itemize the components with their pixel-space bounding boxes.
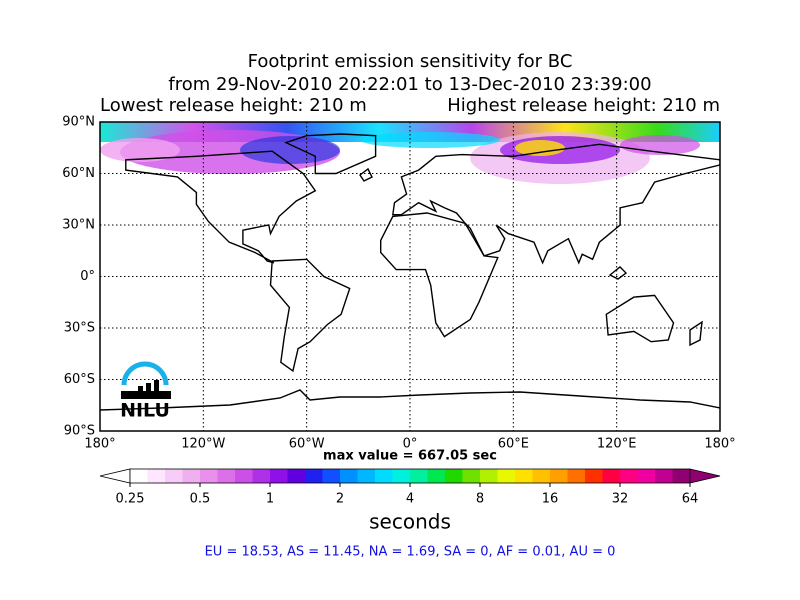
map-frame	[99, 121, 721, 432]
lon-tick-label: 120°W	[181, 437, 225, 452]
colorbar-extend-high	[689, 468, 721, 484]
logo-text: NILU	[120, 400, 170, 422]
colorbar-tick-label: 2	[336, 492, 344, 507]
colorbar-tick-label: 8	[476, 492, 484, 507]
colorbar-swatch	[672, 469, 691, 483]
colorbar-swatch	[357, 469, 376, 483]
colorbar-swatch	[427, 469, 446, 483]
colorbar-swatch	[567, 469, 586, 483]
colorbar-tick-label: 64	[682, 492, 699, 507]
colorbar-swatch	[445, 469, 463, 483]
highest-height: Highest release height: 210 m	[447, 95, 720, 116]
subtitle: from 29-Nov-2010 20:22:01 to 13-Dec-2010…	[168, 74, 651, 95]
colorbar-swatch	[235, 469, 253, 483]
colorbar-swatch	[200, 469, 218, 483]
colorbar-tick-label: 1	[266, 492, 274, 507]
colorbar-swatch	[270, 469, 288, 483]
lat-tick-label: 30°S	[64, 321, 95, 336]
colorbar-swatch	[130, 469, 148, 483]
colorbar-swatch	[322, 469, 341, 483]
lon-tick-label: 180°	[84, 437, 115, 452]
lon-tick-label: 180°	[704, 437, 735, 452]
colorbar-swatch	[340, 469, 358, 483]
colorbar-swatch	[532, 469, 551, 483]
logo: NILU	[120, 361, 171, 422]
colorbar-swatch	[637, 469, 656, 483]
lon-tick-label: 0°	[403, 437, 418, 452]
colorbar-tick-label: 32	[612, 492, 629, 507]
lat-tick-label: 90°S	[64, 424, 95, 439]
lowest-height: Lowest release height: 210 m	[100, 95, 367, 116]
colorbar-swatch	[392, 469, 411, 483]
colorbar-swatch	[602, 469, 621, 483]
colorbar-swatch	[655, 469, 673, 483]
colorbar-tick-label: 0.25	[116, 492, 145, 507]
colorbar-swatch	[375, 469, 393, 483]
colorbar-tick-label: 16	[542, 492, 559, 507]
colorbar-swatch	[305, 469, 323, 483]
lat-tick-label: 60°N	[62, 166, 95, 181]
colorbar-swatch	[182, 469, 201, 483]
colorbar-swatch	[550, 469, 568, 483]
colorbar-extend-low	[99, 468, 131, 484]
lat-tick-label: 90°N	[62, 115, 95, 130]
colorbar-swatch	[620, 469, 638, 483]
lon-tick-label: 120°E	[597, 437, 637, 452]
max-value: max value = 667.05 sec	[323, 449, 497, 464]
colorbar-swatch	[515, 469, 533, 483]
colorbar-swatch	[462, 469, 481, 483]
colorbar: 0.25 0.5 1 2 4 8 16 32 64	[99, 468, 721, 507]
colorbar-swatch	[165, 469, 183, 483]
footprint-field	[100, 122, 720, 184]
colorbar-tick-label: 4	[406, 492, 414, 507]
colorbar-swatch	[410, 469, 428, 483]
coastlines	[100, 133, 720, 411]
colorbar-label: seconds	[369, 510, 451, 534]
colorbar-tick-label: 0.5	[190, 492, 211, 507]
colorbar-swatch	[147, 469, 166, 483]
colorbar-swatch	[585, 469, 603, 483]
lat-tick-label: 60°S	[64, 372, 95, 387]
lon-tick-label: 60°E	[498, 437, 529, 452]
region-summary: EU = 18.53, AS = 11.45, NA = 1.69, SA = …	[205, 545, 616, 560]
colorbar-swatch	[252, 469, 271, 483]
lat-tick-label: 30°N	[62, 218, 95, 233]
colorbar-swatch	[217, 469, 236, 483]
lat-tick-label: 0°	[80, 269, 95, 284]
colorbar-swatch	[497, 469, 516, 483]
colorbar-swatch	[480, 469, 498, 483]
colorbar-swatch	[287, 469, 306, 483]
title: Footprint emission sensitivity for BC	[248, 51, 573, 72]
lon-tick-label: 60°W	[289, 437, 325, 452]
